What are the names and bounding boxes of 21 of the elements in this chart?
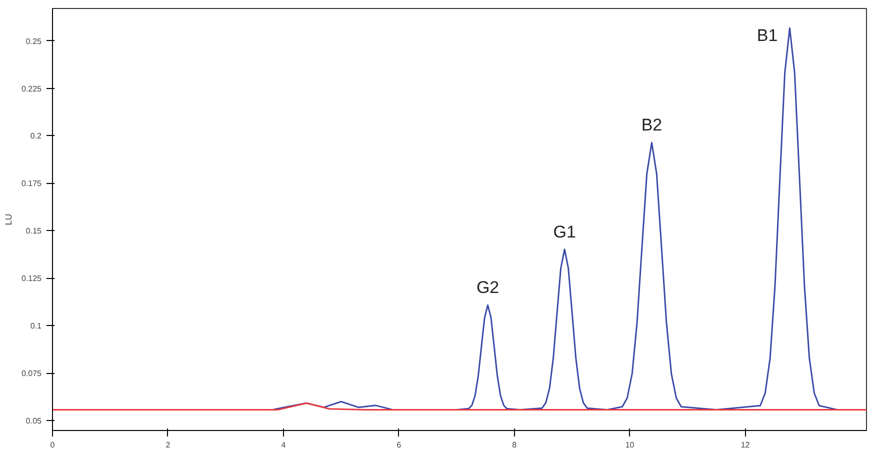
annotation: B1 <box>756 26 778 46</box>
x-tick-label: 12 <box>740 440 750 450</box>
y-axis-title: LU <box>3 214 14 226</box>
y-tick-label: 0.175 <box>21 179 42 188</box>
y-tick-label: 0.25 <box>26 36 42 46</box>
y-tick-label: 0.2 <box>30 132 42 141</box>
y-tick-label: 0.1 <box>30 322 42 331</box>
y-tick-label: 0.05 <box>26 416 42 426</box>
y-tick-label: 0.125 <box>21 274 42 284</box>
x-tick-label: 10 <box>625 440 635 450</box>
x-tick-label: 6 <box>396 440 402 450</box>
x-tick-label: 8 <box>512 440 518 450</box>
x-tick-label: 0 <box>50 440 56 450</box>
x-tick-label: 4 <box>281 440 286 450</box>
annotation: B2 <box>641 116 662 135</box>
annotation: G2 <box>476 278 500 298</box>
y-tick-label: 0.075 <box>21 369 42 378</box>
annotation: G1 <box>553 222 576 242</box>
y-tick-label: 0.225 <box>21 84 42 94</box>
x-tick-label: 2 <box>166 440 171 450</box>
y-tick-label: 0.15 <box>26 226 42 236</box>
